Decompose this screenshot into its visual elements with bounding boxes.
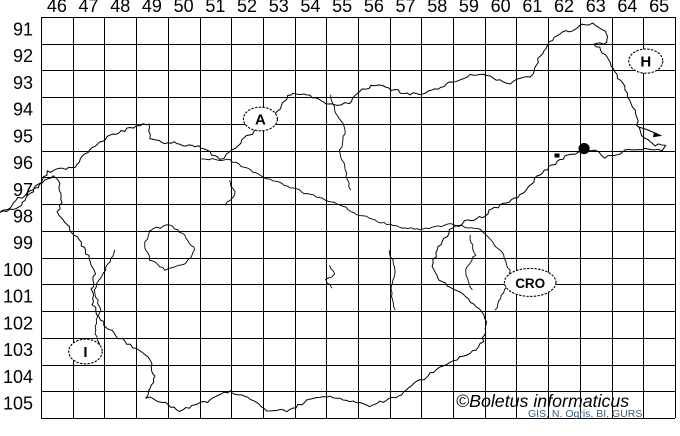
svg-text:60: 60	[491, 0, 511, 16]
svg-text:102: 102	[3, 313, 33, 333]
svg-text:100: 100	[3, 260, 33, 280]
svg-text:61: 61	[522, 0, 542, 16]
svg-text:94: 94	[13, 100, 33, 120]
svg-text:63: 63	[586, 0, 606, 16]
svg-text:51: 51	[205, 0, 225, 16]
svg-text:92: 92	[13, 46, 33, 66]
svg-text:105: 105	[3, 394, 33, 414]
svg-text:50: 50	[174, 0, 194, 16]
svg-text:103: 103	[3, 340, 33, 360]
svg-text:52: 52	[237, 0, 257, 16]
svg-text:64: 64	[617, 0, 637, 16]
svg-text:I: I	[83, 344, 87, 361]
svg-text:95: 95	[13, 126, 33, 146]
svg-text:62: 62	[554, 0, 574, 16]
svg-text:53: 53	[269, 0, 289, 16]
svg-text:91: 91	[13, 19, 33, 39]
svg-text:54: 54	[300, 0, 320, 16]
svg-text:GIS, N. Ogris, BI, GURS: GIS, N. Ogris, BI, GURS	[528, 408, 642, 420]
svg-text:104: 104	[3, 367, 33, 387]
svg-text:98: 98	[13, 207, 33, 227]
svg-text:101: 101	[3, 287, 33, 307]
svg-text:49: 49	[142, 0, 162, 16]
svg-text:A: A	[255, 112, 266, 129]
svg-text:55: 55	[332, 0, 352, 16]
svg-text:57: 57	[396, 0, 416, 16]
svg-text:46: 46	[47, 0, 67, 16]
svg-text:56: 56	[364, 0, 384, 16]
svg-text:93: 93	[13, 73, 33, 93]
svg-text:H: H	[640, 54, 651, 71]
svg-text:96: 96	[13, 153, 33, 173]
svg-text:47: 47	[79, 0, 99, 16]
svg-text:CRO: CRO	[515, 276, 545, 291]
svg-text:48: 48	[110, 0, 130, 16]
svg-text:99: 99	[13, 233, 33, 253]
svg-text:65: 65	[649, 0, 669, 16]
svg-text:59: 59	[459, 0, 479, 16]
svg-text:97: 97	[13, 180, 33, 200]
svg-text:58: 58	[427, 0, 447, 16]
